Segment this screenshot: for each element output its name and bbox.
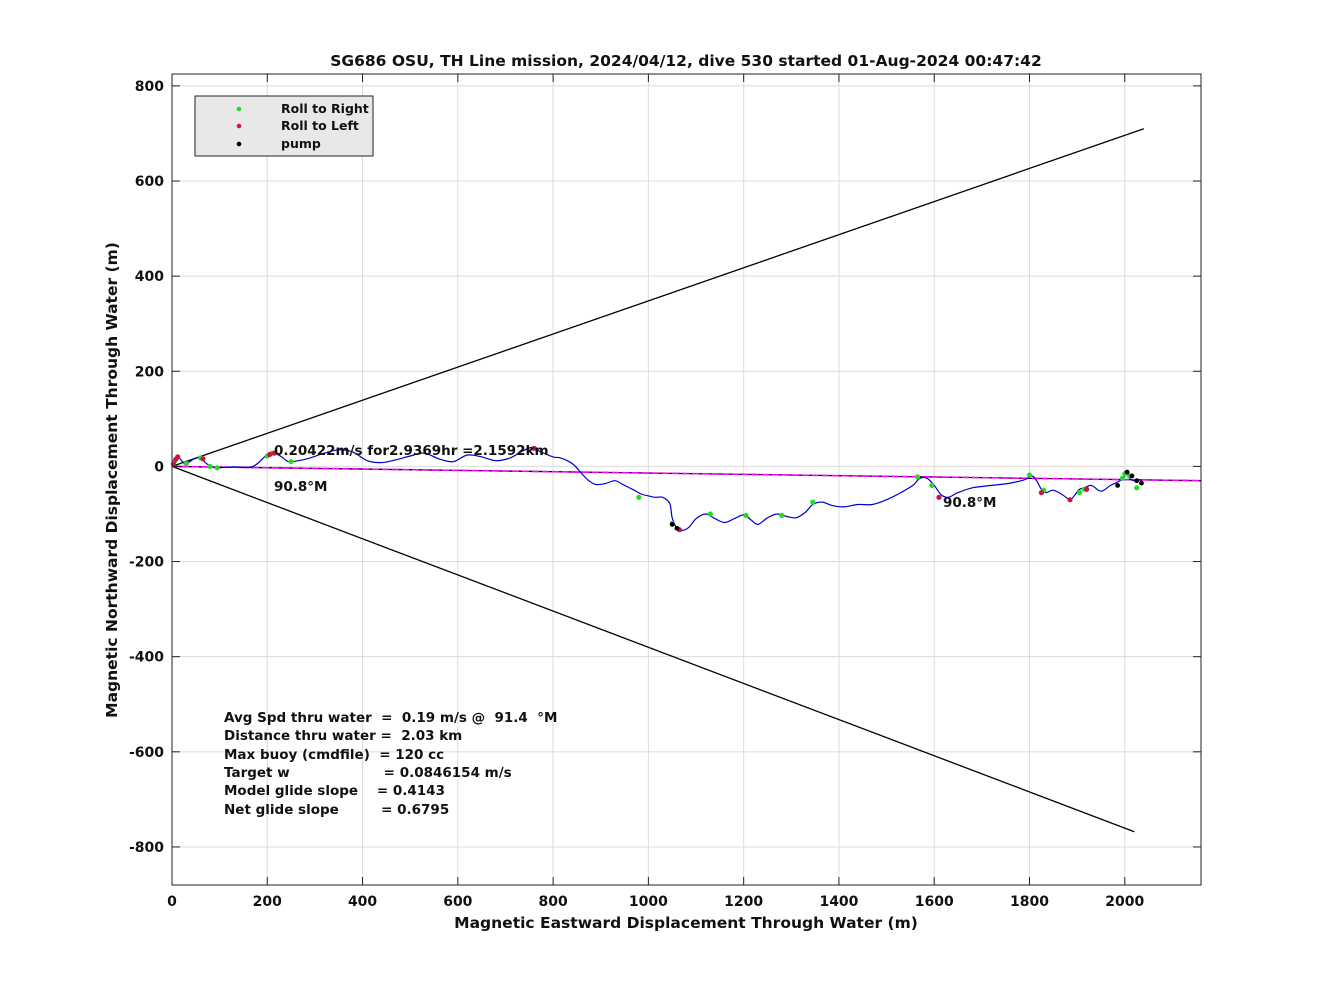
pump-marker <box>674 525 680 531</box>
x-tick-label: 1200 <box>724 894 763 910</box>
right-roll-marker <box>810 499 816 505</box>
left-roll-marker <box>200 456 206 462</box>
stat-avg-speed: Avg Spd thru water = 0.19 m/s @ 91.4 °M <box>224 710 557 726</box>
pump-marker <box>669 522 675 527</box>
stats-block: Avg Spd thru water = 0.19 m/s @ 91.4 °M … <box>224 710 557 818</box>
dive-track-line <box>171 446 1142 532</box>
y-tick-label: 600 <box>135 174 164 190</box>
pump-marker <box>1139 480 1144 486</box>
left-roll-marker <box>1067 497 1073 503</box>
left-roll-marker <box>936 494 942 500</box>
cone-line-0 <box>171 128 1145 468</box>
grid <box>171 74 1201 885</box>
right-roll-marker <box>1134 485 1140 491</box>
x-tick-label: 200 <box>253 894 282 910</box>
y-tick-label: -600 <box>129 745 164 761</box>
x-tick-label: 1400 <box>819 894 858 910</box>
heading-line <box>171 465 1202 482</box>
x-tick-label: 400 <box>348 894 377 910</box>
reference-lines <box>171 128 1202 833</box>
right-roll-marker <box>636 494 642 500</box>
pump-marker <box>1129 473 1135 479</box>
right-roll-marker <box>779 512 785 519</box>
stat-max-buoy: Max buoy (cmdfile) = 120 cc <box>224 747 444 763</box>
right-roll-marker <box>929 482 935 489</box>
marker-layer <box>170 445 1144 533</box>
legend: Roll to Right Roll to Left pump <box>194 95 374 157</box>
legend-label-roll-right: Roll to Right <box>281 101 369 116</box>
pump-marker <box>1115 483 1121 488</box>
legend-box <box>194 95 374 157</box>
y-tick-label: -200 <box>129 555 164 571</box>
x-tick-label: 1800 <box>1010 894 1049 910</box>
right-roll-marker <box>914 474 921 480</box>
legend-label-roll-left: Roll to Left <box>281 118 359 133</box>
left-roll-marker <box>271 450 278 456</box>
cone-line-1 <box>171 465 1135 833</box>
y-tick-label: 200 <box>135 364 164 380</box>
y-tick-label: 0 <box>154 459 164 475</box>
stat-distance: Distance thru water = 2.03 km <box>224 728 462 744</box>
stat-model-glide-slope: Model glide slope = 0.4143 <box>224 783 445 799</box>
right-roll-marker <box>214 465 220 471</box>
y-tick-label: 800 <box>135 79 164 95</box>
y-tick-label: -400 <box>129 650 164 666</box>
x-tick-label: 800 <box>538 894 567 910</box>
stat-target-w: Target w = 0.0846154 m/s <box>224 765 512 781</box>
heading-annotation-start: 90.8°M <box>274 479 328 495</box>
x-tick-label: 0 <box>167 894 177 910</box>
axis-ticks: 0 200 400 600 800 1000 1200 1400 1600 1800 2000800… <box>129 74 1201 910</box>
legend-marker-roll-left <box>236 123 242 129</box>
legend-label-pump: pump <box>281 136 321 151</box>
y-tick-label: -800 <box>129 840 164 856</box>
plot-area: 0 200 400 600 800 1000 1200 1400 1600 1800 2000800… <box>129 73 1202 910</box>
speed-annotation: 0.20422m/s for2.9369hr =2.1592km <box>274 443 549 459</box>
right-roll-marker <box>1026 472 1033 478</box>
legend-marker-pump <box>236 141 242 147</box>
right-roll-marker <box>707 511 713 517</box>
track-layer <box>171 446 1142 532</box>
left-roll-marker <box>531 445 537 451</box>
x-tick-label: 1600 <box>915 894 954 910</box>
right-roll-marker <box>207 463 213 470</box>
right-roll-marker <box>1119 475 1125 481</box>
x-tick-label: 2000 <box>1105 894 1144 910</box>
right-roll-marker <box>1076 489 1083 496</box>
plot-frame <box>171 73 1202 886</box>
heading-annotation-end: 90.8°M <box>943 495 997 511</box>
right-roll-marker <box>743 512 749 519</box>
left-roll-marker <box>267 451 273 458</box>
stat-net-glide-slope: Net glide slope = 0.6795 <box>224 802 449 818</box>
pump-marker <box>1124 469 1130 475</box>
left-roll-marker <box>1038 489 1045 496</box>
chart-title: SG686 OSU, TH Line mission, 2024/04/12, … <box>330 52 1042 70</box>
y-axis-label: Magnetic Northward Displacement Through … <box>103 242 121 718</box>
pump-marker <box>1134 478 1140 484</box>
left-roll-marker <box>175 454 181 460</box>
right-roll-marker <box>288 459 294 465</box>
x-tick-label: 1000 <box>629 894 668 910</box>
y-tick-label: 400 <box>135 269 164 285</box>
right-roll-marker <box>183 460 189 467</box>
x-axis-label: Magnetic Eastward Displacement Through W… <box>454 914 918 932</box>
legend-marker-roll-right <box>236 106 242 112</box>
left-roll-marker <box>1084 486 1090 492</box>
x-tick-label: 600 <box>443 894 472 910</box>
